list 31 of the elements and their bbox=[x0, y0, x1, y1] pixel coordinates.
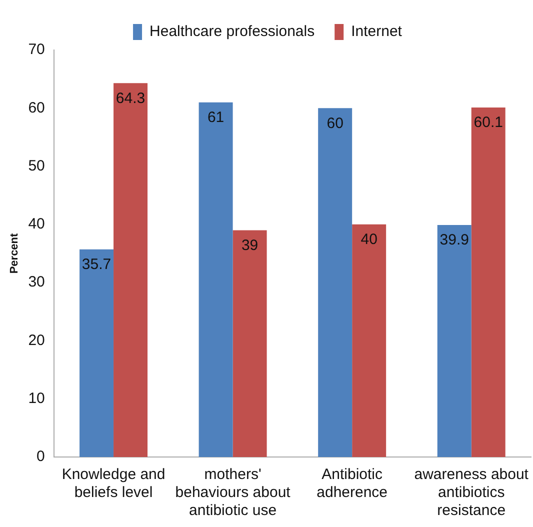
bar bbox=[437, 225, 472, 457]
bar bbox=[80, 249, 114, 457]
x-tick-label: awareness about antibiotics resistance bbox=[414, 466, 530, 520]
data-label: 60 bbox=[326, 114, 344, 132]
bar bbox=[198, 102, 233, 457]
x-tick-label: Antibiotic adherence bbox=[316, 466, 388, 502]
data-label: 39.9 bbox=[440, 232, 469, 249]
data-label: 64.3 bbox=[116, 90, 146, 107]
data-label: 40 bbox=[360, 231, 378, 248]
bar bbox=[232, 230, 267, 457]
y-axis-title: Percent bbox=[8, 232, 21, 274]
x-tick-label: mothers' behaviours about antibiotic use bbox=[175, 466, 292, 520]
bar bbox=[318, 108, 352, 457]
y-tick-label: 70 bbox=[28, 41, 45, 58]
data-label: 39 bbox=[241, 236, 258, 254]
y-tick-label: 30 bbox=[28, 274, 45, 291]
data-label: 61 bbox=[207, 108, 224, 126]
bar bbox=[352, 224, 386, 457]
bar bbox=[471, 108, 506, 457]
y-tick-label: 40 bbox=[28, 216, 45, 233]
legend-label: Healthcare professionals bbox=[150, 23, 315, 40]
legend-label: Internet bbox=[351, 23, 403, 40]
y-tick-label: 20 bbox=[28, 332, 45, 349]
y-tick-label: 60 bbox=[28, 99, 45, 116]
y-tick-label: 50 bbox=[28, 157, 45, 174]
bar bbox=[114, 83, 148, 457]
data-label: 60.1 bbox=[474, 114, 503, 132]
y-tick-label: 10 bbox=[28, 390, 45, 407]
x-tick-label: Knowledge and beliefs level bbox=[62, 466, 166, 502]
data-label: 35.7 bbox=[82, 256, 112, 274]
y-tick-label: 0 bbox=[36, 448, 45, 466]
